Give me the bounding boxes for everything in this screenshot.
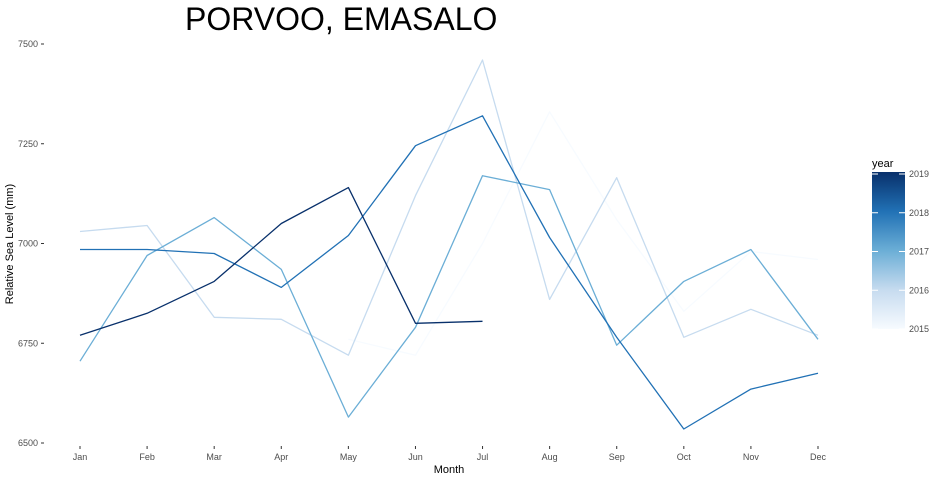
- x-tick-label: Apr: [274, 452, 288, 462]
- x-tick-label: Dec: [810, 452, 827, 462]
- y-tick-label: 7250: [18, 139, 38, 149]
- y-tick-label: 6750: [18, 338, 38, 348]
- chart-title: PORVOO, EMASALO: [185, 1, 497, 37]
- legend: year 2015 2016 2017 2018 2019: [872, 158, 929, 334]
- series-line-2018: [80, 115, 819, 430]
- y-axis-label: Relative Sea Level (mm): [4, 184, 16, 304]
- series-line-2015: [348, 111, 819, 356]
- x-tick-label: Aug: [542, 452, 558, 462]
- series-line-2019: [79, 186, 483, 336]
- x-tick-label: Sep: [609, 452, 625, 462]
- legend-tick-label: 2018: [909, 208, 929, 218]
- x-axis: Jan Feb Mar Apr May Jun Jul Aug Sep Oct Nov Dec: [73, 446, 827, 462]
- series-line-2016: [79, 59, 819, 356]
- x-tick-label: Jul: [477, 452, 489, 462]
- series-line-2017: [79, 175, 819, 418]
- x-tick-label: Feb: [139, 452, 155, 462]
- x-tick-label: May: [340, 452, 358, 462]
- legend-tick-label: 2016: [909, 285, 929, 295]
- legend-tick-label: 2015: [909, 324, 929, 334]
- x-tick-label: Oct: [677, 452, 692, 462]
- legend-colorbar: [872, 172, 905, 329]
- legend-tick-label: 2019: [909, 169, 929, 179]
- x-axis-label: Month: [434, 464, 465, 476]
- y-axis: 6500 6750 7000 7250 7500: [18, 39, 44, 448]
- x-tick-label: Mar: [206, 452, 222, 462]
- legend-title: year: [872, 158, 894, 170]
- x-tick-label: Jan: [73, 452, 88, 462]
- y-tick-label: 6500: [18, 438, 38, 448]
- legend-ticks: 2015 2016 2017 2018 2019: [872, 169, 929, 334]
- legend-tick-label: 2017: [909, 247, 929, 257]
- y-tick-label: 7500: [18, 39, 38, 49]
- series-lines: [79, 59, 819, 430]
- y-tick-label: 7000: [18, 239, 38, 249]
- x-tick-label: Jun: [408, 452, 423, 462]
- x-tick-label: Nov: [743, 452, 760, 462]
